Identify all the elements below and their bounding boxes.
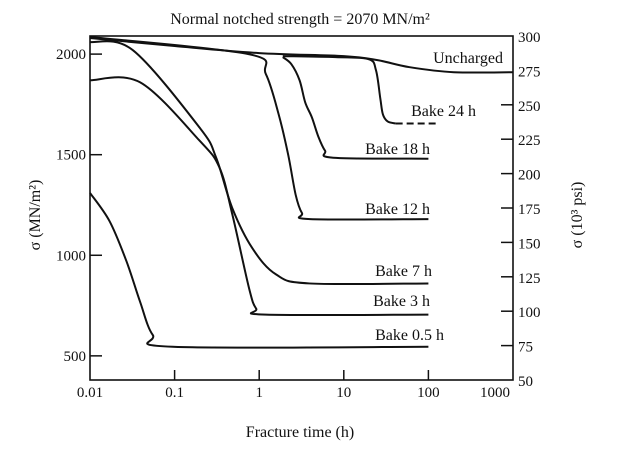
x-tick-label: 0.01	[77, 385, 103, 401]
curve-bake-12-h	[89, 36, 429, 221]
x-tick-label: 10	[336, 385, 351, 401]
curve-bake-3-h	[89, 76, 429, 317]
y-axis-label-left: σ (MN/m²)	[27, 180, 44, 251]
y-right-tick-label: 250	[518, 99, 541, 115]
y-right-tick-label: 100	[518, 305, 541, 321]
label-uncharged: Uncharged	[433, 50, 503, 67]
y-tick-label: 1000	[56, 248, 86, 264]
y-right-tick-label: 275	[518, 64, 541, 80]
label-bake-12-h: Bake 12 h	[365, 201, 430, 218]
y-right-tick-label: 200	[518, 168, 541, 184]
y-tick-label: 2000	[56, 47, 86, 63]
y-right-tick-label: 50	[518, 374, 533, 390]
y-right-tick-label: 225	[518, 133, 541, 149]
y-right-tick-label: 150	[518, 236, 541, 252]
curve-bake-7-h	[89, 40, 429, 286]
label-bake-24-h: Bake 24 h	[411, 103, 476, 120]
y-right-tick-label: 75	[518, 340, 533, 356]
label-bake-3-h: Bake 3 h	[373, 293, 430, 310]
x-tick-label: 100	[417, 385, 440, 401]
y-right-tick-label: 125	[518, 271, 541, 287]
label-bake-0-5-h: Bake 0.5 h	[375, 327, 444, 344]
y-right-tick-label: 175	[518, 202, 541, 218]
curve-bake-18-h	[282, 56, 429, 160]
y-tick-label: 500	[64, 349, 87, 365]
x-tick-label: 1	[255, 385, 263, 401]
curve-bake-0-5-h	[89, 192, 429, 349]
y-right-tick-label: 300	[518, 30, 541, 46]
chart-title: Normal notched strength = 2070 MN/m²	[170, 11, 430, 28]
y-axis-label-right: σ (10³ psi)	[569, 182, 586, 249]
x-axis-label: Fracture time (h)	[246, 424, 354, 441]
y-tick-label: 1500	[56, 148, 86, 164]
x-tick-label: 1000	[480, 385, 510, 401]
label-bake-7-h: Bake 7 h	[375, 263, 432, 280]
curve-bake-24-h	[282, 55, 396, 125]
x-tick-label: 0.1	[165, 385, 184, 401]
label-bake-18-h: Bake 18 h	[365, 141, 430, 158]
